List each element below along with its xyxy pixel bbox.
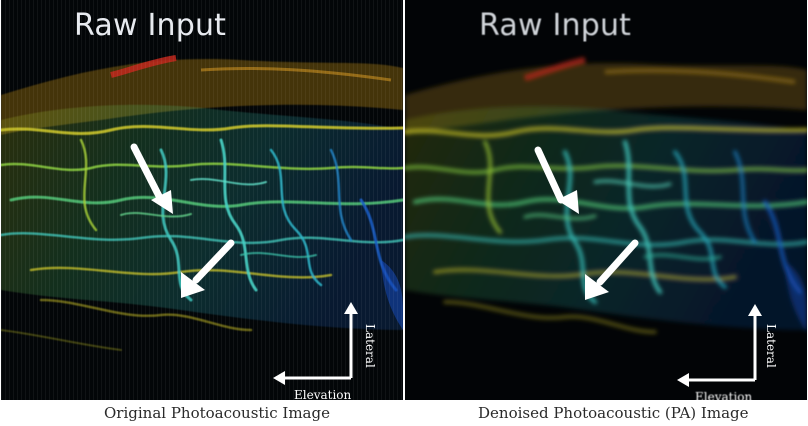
elevation-axis-label: Elevation — [695, 390, 753, 400]
axis-arrows-icon — [273, 302, 358, 385]
elevation-axis-label: Elevation — [294, 388, 352, 400]
white-arrow-icon — [181, 239, 235, 298]
lateral-axis-label: Lateral — [363, 324, 377, 368]
white-arrow-icon — [534, 146, 579, 214]
original-photoacoustic-image — [1, 0, 403, 400]
raw-input-label: Raw Input — [74, 8, 227, 43]
denoised-photoacoustic-image — [405, 0, 807, 400]
original-image-panel: Raw Input Lateral Elevation — [1, 0, 403, 400]
white-arrow-icon — [585, 239, 639, 300]
original-image-caption: Original Photoacoustic Image — [104, 404, 330, 422]
denoised-image-caption: Denoised Photoacoustic (PA) Image — [478, 404, 749, 422]
white-arrow-icon — [130, 143, 173, 214]
lateral-axis-label: Lateral — [764, 324, 778, 368]
raw-input-label: Raw Input — [479, 8, 632, 43]
denoised-image-panel: Raw Input Lateral Elevation — [405, 0, 807, 400]
axis-arrows-icon — [677, 304, 762, 387]
